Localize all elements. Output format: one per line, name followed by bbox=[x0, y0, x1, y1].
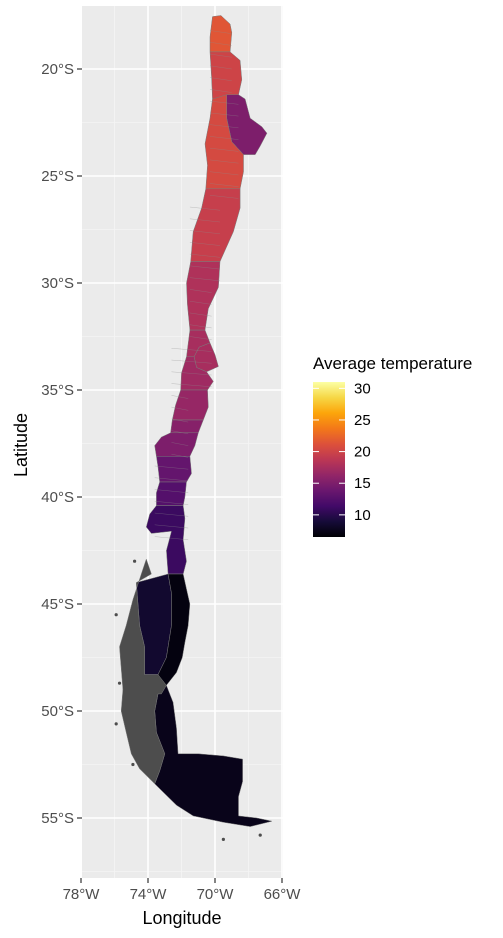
commune-border bbox=[209, 65, 232, 70]
legend-colorbar bbox=[313, 382, 345, 537]
x-tick-label: 78°W bbox=[63, 886, 101, 903]
commune-border bbox=[189, 265, 221, 270]
region-o-higgins bbox=[180, 356, 214, 391]
commune-border bbox=[171, 418, 189, 423]
legend-label: 25 bbox=[354, 412, 371, 429]
commune-border bbox=[209, 171, 239, 176]
commune-border bbox=[209, 148, 239, 152]
commune-border bbox=[209, 183, 239, 187]
commune-border bbox=[171, 348, 212, 352]
region-los-rios bbox=[156, 481, 187, 506]
commune-border bbox=[189, 289, 212, 293]
commune-borders bbox=[154, 30, 239, 540]
y-tick-label: 40°S bbox=[41, 489, 74, 506]
y-tick-label: 45°S bbox=[41, 596, 74, 613]
legend-label: 20 bbox=[354, 444, 371, 461]
island bbox=[117, 681, 122, 685]
islands bbox=[114, 559, 262, 842]
island bbox=[114, 722, 118, 726]
legend-label: 10 bbox=[354, 507, 371, 524]
commune-border bbox=[154, 465, 189, 470]
island bbox=[131, 762, 135, 767]
commune-border bbox=[189, 230, 221, 234]
commune-border bbox=[189, 277, 221, 282]
commune-border bbox=[189, 324, 212, 329]
commune-border bbox=[209, 124, 239, 129]
x-tick-label: 74°W bbox=[130, 886, 168, 903]
commune-border bbox=[209, 159, 239, 164]
region-tarapaca bbox=[209, 51, 243, 100]
legend-title: Average temperature bbox=[313, 354, 472, 373]
commune-border bbox=[154, 524, 189, 529]
y-tick-label: 50°S bbox=[41, 703, 74, 720]
commune-border bbox=[171, 430, 189, 435]
y-tick-label: 55°S bbox=[41, 810, 74, 827]
legend-label: 15 bbox=[354, 475, 371, 492]
commune-border bbox=[209, 77, 232, 81]
commune-border bbox=[171, 442, 189, 446]
y-tick-label: 20°S bbox=[41, 61, 74, 78]
commune-border bbox=[171, 406, 189, 411]
island bbox=[133, 559, 137, 563]
commune-border bbox=[171, 371, 212, 376]
x-axis: 78°W 74°W 70°W 66°W bbox=[63, 878, 302, 903]
commune-border bbox=[154, 489, 189, 493]
commune-border bbox=[189, 336, 212, 340]
commune-border bbox=[209, 42, 232, 46]
commune-border bbox=[171, 383, 212, 387]
island bbox=[114, 613, 118, 617]
commune-border bbox=[189, 242, 221, 246]
commune-border bbox=[171, 454, 189, 458]
commune-border bbox=[209, 100, 239, 105]
commune-border bbox=[189, 253, 221, 258]
commune-border bbox=[189, 206, 221, 211]
commune-border bbox=[209, 195, 239, 199]
commune-border bbox=[209, 30, 232, 34]
x-tick-label: 70°W bbox=[197, 886, 235, 903]
commune-border bbox=[189, 218, 221, 223]
legend-ticks: 10 15 20 25 30 bbox=[313, 380, 371, 524]
island bbox=[258, 833, 262, 837]
commune-border bbox=[171, 395, 189, 399]
y-axis: 20°S 25°S 30°S 35°S 40°S 45°S 50°S 55°S bbox=[41, 61, 82, 827]
commune-border bbox=[189, 312, 212, 317]
region-polygons bbox=[114, 15, 273, 842]
region-aysen-east bbox=[157, 573, 191, 695]
commune-border bbox=[189, 301, 212, 305]
commune-border bbox=[209, 112, 239, 117]
y-tick-label: 35°S bbox=[41, 382, 74, 399]
legend-label: 30 bbox=[354, 380, 371, 397]
commune-border bbox=[209, 53, 232, 58]
commune-border bbox=[209, 89, 232, 93]
color-legend: Average temperature 10 15 20 25 30 bbox=[313, 354, 472, 537]
y-axis-title: Latitude bbox=[11, 413, 31, 477]
commune-border bbox=[171, 359, 212, 364]
commune-border bbox=[154, 536, 189, 540]
commune-border bbox=[154, 501, 189, 505]
y-tick-label: 30°S bbox=[41, 275, 74, 292]
region-western-archipelagos bbox=[119, 558, 167, 785]
commune-border bbox=[154, 512, 189, 517]
x-tick-label: 66°W bbox=[264, 886, 302, 903]
island bbox=[221, 837, 225, 842]
region-antofagasta bbox=[204, 94, 244, 190]
y-tick-label: 25°S bbox=[41, 168, 74, 185]
commune-border bbox=[209, 136, 239, 140]
x-axis-title: Longitude bbox=[142, 908, 221, 928]
commune-border bbox=[154, 477, 189, 482]
